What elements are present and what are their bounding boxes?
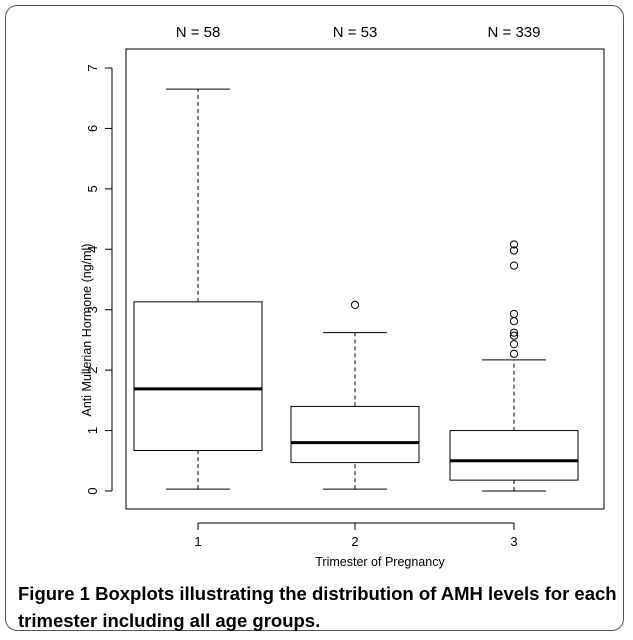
outlier-point [509,246,519,255]
outlier-point [509,309,519,319]
outlier-point [509,317,519,326]
box-group-1 [133,88,263,490]
count-labels: N = 58 N = 53 N = 339 [176,24,541,41]
figure-frame [5,5,624,631]
boxes [133,88,579,492]
x-tick-label: 1 [194,534,201,549]
y-axis-label: Anti Mullerian Hormone (ng/ml) [80,244,94,417]
iqr-box [133,301,263,452]
x-tick-label: 2 [351,534,358,549]
box-group-2 [290,300,420,490]
figure-caption: Figure 1 Boxplots illustrating the distr… [18,580,618,634]
outlier-point [509,349,519,358]
count-label: N = 339 [488,24,541,41]
outlier-point [350,300,360,309]
y-tick-label: 1 [85,427,100,434]
y-tick-label: 6 [85,125,100,132]
outlier-point [509,331,519,340]
y-tick-label: 4 [85,246,100,253]
caption-label: Figure 1 [18,583,90,604]
x-tick-label: 3 [510,534,517,549]
y-tick-label: 3 [85,306,100,313]
outlier-point [509,261,519,270]
y-tick-label: 7 [85,64,100,71]
x-axis: 1 2 3 [194,522,518,549]
boxplot-chart: 0 1 2 3 4 5 6 7 1 2 3 N = 58 N = 53 N = 339 Anti Mu… [80,24,605,569]
count-label: N = 53 [333,24,378,41]
x-axis-label: Trimester of Pregnancy [315,555,445,569]
y-tick-label: 2 [85,367,100,374]
outlier-point [509,240,519,249]
caption-text: Boxplots illustrating the distribution o… [18,583,617,631]
count-label: N = 58 [176,24,221,41]
y-axis: 0 1 2 3 4 5 6 7 [85,64,113,495]
outlier-point [509,340,519,349]
box-group-3 [449,240,579,492]
plot-area-border [125,48,605,510]
iqr-box [290,405,420,464]
outlier-point [509,328,519,337]
y-tick-label: 0 [85,487,100,494]
y-tick-label: 5 [85,185,100,192]
iqr-box [449,430,579,481]
